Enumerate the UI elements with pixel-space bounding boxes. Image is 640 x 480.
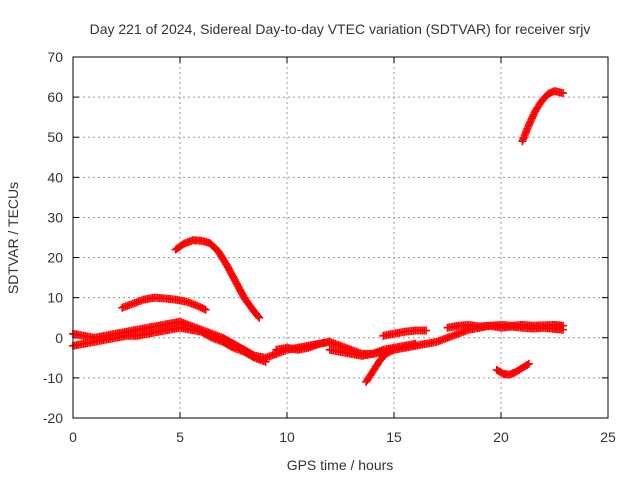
data-point [528, 114, 537, 123]
data-point [526, 117, 535, 126]
series-track-4 [171, 236, 264, 322]
data-point [529, 110, 538, 119]
chart-title: Day 221 of 2024, Sidereal Day-to-day VTE… [90, 21, 591, 37]
y-tick-label: 30 [47, 209, 63, 225]
y-tick-label: 40 [47, 169, 63, 185]
data-point [524, 121, 533, 130]
data-point [201, 305, 210, 314]
x-tick-label: 5 [176, 429, 184, 445]
y-tick-label: 50 [47, 129, 63, 145]
series-track-3 [118, 293, 210, 314]
data-point [559, 89, 568, 98]
y-tick-label: 10 [47, 290, 63, 306]
axis-ticks: 0 5 10 15 20 25 -20 -10 0 10 20 30 40 50 60 70 [43, 49, 616, 445]
x-tick-label: 0 [69, 429, 77, 445]
data-point [388, 346, 397, 355]
data-point [524, 359, 533, 368]
x-tick-label: 10 [279, 429, 295, 445]
data-point [255, 313, 264, 322]
data-point [559, 325, 568, 334]
data-point [525, 119, 534, 128]
series-track-11 [518, 87, 568, 146]
series-track-6 [325, 339, 420, 360]
data-point [199, 304, 208, 313]
x-axis-label: GPS time / hours [287, 457, 394, 473]
series-track-10 [492, 359, 533, 379]
y-tick-label: -10 [43, 370, 63, 386]
x-tick-label: 25 [600, 429, 616, 445]
series-track-2 [69, 323, 270, 366]
y-axis-label: SDTVAR / TECUs [5, 182, 21, 294]
x-tick-label: 15 [386, 429, 402, 445]
data-point [422, 326, 431, 335]
x-tick-label: 20 [493, 429, 509, 445]
data-point [254, 312, 263, 321]
series-track-8 [379, 326, 431, 340]
series-track-9 [443, 320, 568, 334]
data-points [69, 87, 568, 386]
data-point [261, 357, 270, 366]
y-tick-label: 20 [47, 250, 63, 266]
grid-lines [73, 57, 608, 418]
data-point [523, 360, 532, 369]
y-tick-label: 60 [47, 89, 63, 105]
data-point [528, 112, 537, 121]
y-tick-label: -20 [43, 410, 63, 426]
y-tick-label: 0 [55, 330, 63, 346]
data-point [527, 115, 536, 124]
plot-frame [72, 56, 609, 419]
y-tick-label: 70 [47, 49, 63, 65]
